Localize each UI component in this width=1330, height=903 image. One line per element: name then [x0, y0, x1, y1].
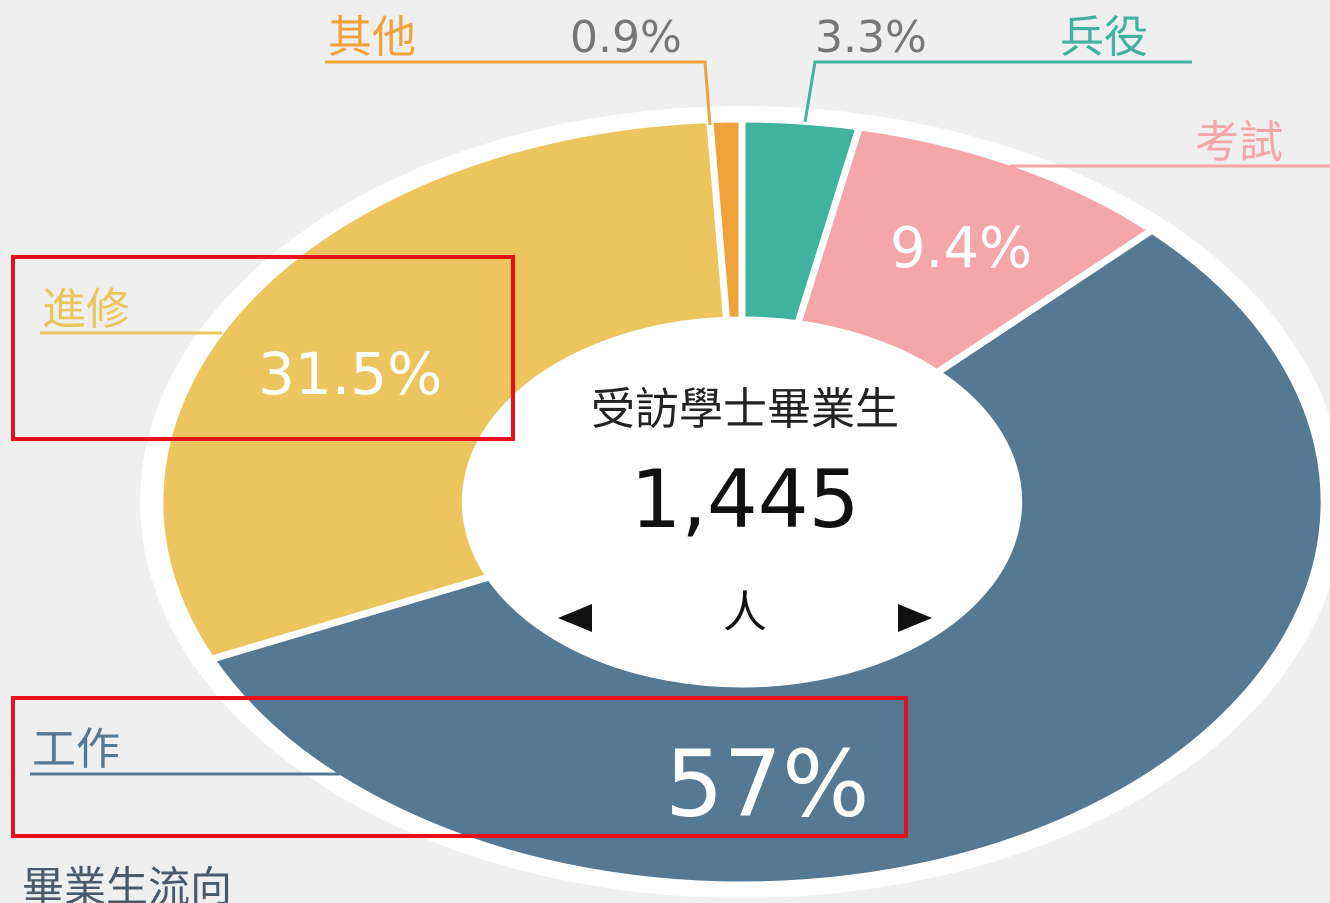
- highlight-box: [11, 255, 515, 441]
- leader-line: [325, 60, 712, 126]
- center-unit: 人: [723, 587, 767, 638]
- value-label: 9.4%: [890, 216, 1032, 281]
- highlight-box: [11, 696, 908, 838]
- footer: 畢業生流向: [22, 863, 232, 903]
- next-arrow[interactable]: [898, 604, 932, 632]
- labels: 兵役 3.3% 考試 9.4% 工作 57% 進修 31.5% 其他 0.9%: [30, 12, 1330, 837]
- category-label: 兵役: [1060, 12, 1148, 63]
- center: 受訪學士畢業生 1,445 人: [558, 384, 932, 638]
- category-label: 工作: [32, 724, 120, 775]
- slice: [211, 230, 1324, 885]
- inner-hole: [465, 320, 1019, 684]
- center-value: 1,445: [630, 453, 859, 546]
- value-label: 0.9%: [570, 12, 682, 63]
- value-label: 3.3%: [815, 12, 927, 63]
- center-label: 受訪學士畢業生: [591, 384, 899, 435]
- leader-line: [803, 60, 1192, 123]
- category-label: 進修: [42, 284, 130, 335]
- value-label: 57%: [665, 730, 869, 837]
- prev-arrow[interactable]: [558, 604, 592, 632]
- value-label: 31.5%: [258, 340, 442, 408]
- category-label: 考試: [1195, 117, 1283, 168]
- category-label: 其他: [328, 12, 416, 63]
